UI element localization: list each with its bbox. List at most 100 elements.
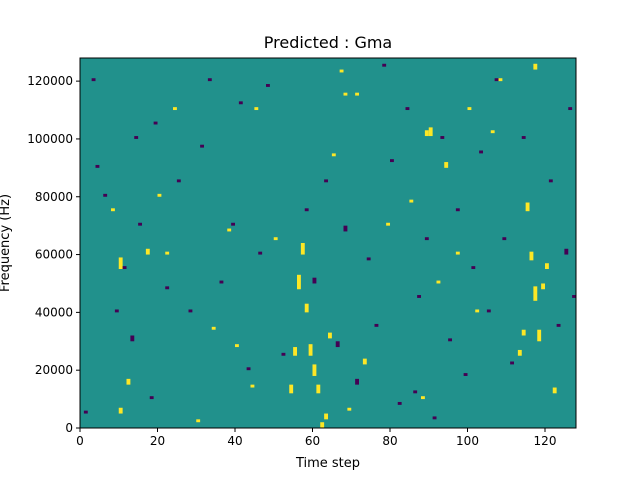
heatmap-cell-high bbox=[339, 69, 344, 73]
heatmap-cell-low bbox=[455, 208, 460, 212]
heatmap-cell-low bbox=[510, 361, 515, 365]
heatmap-cell-low bbox=[149, 396, 154, 400]
y-tick-label: 80000 bbox=[35, 190, 73, 204]
heatmap-cell-high bbox=[475, 309, 480, 313]
heatmap-cell-low bbox=[397, 401, 402, 405]
heatmap-cell-high bbox=[300, 243, 305, 255]
heatmap-cell-high bbox=[455, 251, 460, 255]
heatmap-cell-low bbox=[200, 144, 205, 148]
heatmap-cell-low bbox=[165, 286, 170, 290]
heatmap-cell-low bbox=[413, 390, 418, 394]
heatmap-cell-high bbox=[316, 384, 321, 394]
heatmap-cell-high bbox=[517, 349, 522, 356]
heatmap-cell-low bbox=[238, 101, 243, 105]
heatmap-cell-high bbox=[312, 364, 317, 376]
heatmap-cell-high bbox=[289, 384, 294, 394]
x-axis-label: Time step bbox=[295, 456, 360, 471]
heatmap-cell-low bbox=[91, 78, 96, 82]
heatmap-cell-low bbox=[440, 136, 445, 139]
heatmap-cell-high bbox=[552, 387, 557, 394]
heatmap-cell-low bbox=[568, 107, 573, 111]
heatmap-cell-high bbox=[436, 280, 441, 284]
heatmap-cell-low bbox=[494, 78, 499, 82]
heatmap-cell-low bbox=[153, 121, 158, 125]
y-axis-label: Frequency (Hz) bbox=[0, 194, 13, 292]
heatmap-cell-high bbox=[421, 396, 425, 400]
heatmap-cell-low bbox=[502, 237, 507, 241]
heatmap-cell-high bbox=[498, 78, 503, 82]
heatmap-cell-high bbox=[331, 153, 336, 157]
heatmap-cell-high bbox=[111, 208, 115, 212]
x-tick-label: 20 bbox=[150, 434, 165, 448]
heatmap-cell-high bbox=[118, 407, 123, 414]
heatmap-cell-high bbox=[273, 237, 278, 241]
heatmap-cell-high bbox=[537, 329, 542, 342]
heatmap-cell-low bbox=[207, 78, 212, 82]
heatmap-cell-high bbox=[196, 419, 201, 423]
heatmap-cell-high bbox=[304, 303, 309, 313]
heatmap-cell-low bbox=[486, 309, 491, 313]
heatmap-cell-high bbox=[328, 332, 332, 339]
heatmap-cell-low bbox=[374, 323, 379, 327]
heatmap-cell-low bbox=[471, 266, 476, 270]
heatmap-cell-low bbox=[405, 107, 410, 111]
heatmap-cell-low bbox=[390, 159, 394, 163]
x-tick-label: 40 bbox=[227, 434, 242, 448]
heatmap-cell-low bbox=[122, 266, 127, 270]
heatmap-cell-high bbox=[424, 130, 429, 137]
heatmap-cell-high bbox=[227, 228, 232, 232]
heatmap-cell-low bbox=[417, 295, 422, 298]
x-axis: 0 20 40 60 80 100 120 bbox=[76, 428, 556, 448]
heatmap-cell-low bbox=[432, 416, 437, 420]
heatmap-cell-high bbox=[355, 92, 360, 96]
heatmap-cell-low bbox=[548, 179, 553, 183]
heatmap-cell-high bbox=[157, 193, 162, 197]
heatmap-cell-low bbox=[448, 338, 453, 342]
heatmap-cell-high bbox=[293, 347, 298, 356]
heatmap-cell-low bbox=[572, 295, 577, 298]
heatmap-cell-high bbox=[165, 251, 170, 255]
heatmap-cell-low bbox=[83, 410, 88, 414]
heatmap-cell-low bbox=[103, 193, 108, 197]
heatmap-cell-low bbox=[95, 164, 100, 168]
heatmap-cell-high bbox=[533, 63, 538, 70]
heatmap-cell-high bbox=[145, 248, 150, 255]
x-tick-label: 100 bbox=[456, 434, 479, 448]
chart-title: Predicted : Gma bbox=[264, 33, 392, 52]
x-tick-label: 0 bbox=[76, 434, 84, 448]
y-tick-label: 120000 bbox=[27, 74, 73, 88]
heatmap-cell-high bbox=[173, 107, 177, 111]
heatmap-cell-high bbox=[126, 378, 131, 385]
heatmap-cell-low bbox=[382, 63, 387, 67]
heatmap-cell-high bbox=[324, 413, 329, 420]
heatmap-background bbox=[80, 58, 576, 428]
heatmap-cell-high bbox=[297, 274, 301, 290]
heatmap-cell-low bbox=[324, 179, 329, 183]
heatmap-cell-high bbox=[444, 162, 449, 168]
heatmap-cell-low bbox=[231, 222, 236, 226]
heatmap-cell-low bbox=[138, 222, 143, 226]
heatmap-cell-low bbox=[355, 378, 360, 385]
heatmap-cell-low bbox=[246, 367, 251, 371]
heatmap-cell-low bbox=[521, 136, 526, 139]
plot-frame bbox=[79, 57, 577, 429]
heatmap-cell-low bbox=[281, 352, 286, 356]
heatmap-cell-high bbox=[308, 344, 313, 356]
heatmap-cell-high bbox=[521, 329, 526, 336]
heatmap-cell-high bbox=[545, 263, 549, 270]
heatmap-cell-high bbox=[386, 222, 391, 226]
heatmap-cell-high bbox=[254, 107, 259, 111]
y-tick-label: 20000 bbox=[35, 363, 73, 377]
y-tick-label: 60000 bbox=[35, 248, 73, 262]
heatmap-cell-high bbox=[490, 130, 495, 134]
heatmap-cell-low bbox=[258, 251, 263, 255]
heatmap-cell-low bbox=[188, 309, 193, 313]
heatmap-cell-high bbox=[362, 358, 367, 365]
heatmap-cell-low bbox=[266, 84, 270, 87]
heatmap-cell-high bbox=[529, 251, 534, 261]
heatmap-cell-low bbox=[343, 225, 348, 232]
heatmap-cell-low bbox=[564, 248, 569, 255]
heatmap-cell-high bbox=[235, 344, 239, 348]
y-axis: 0 20000 40000 60000 80000 100000 120000 bbox=[27, 74, 80, 435]
